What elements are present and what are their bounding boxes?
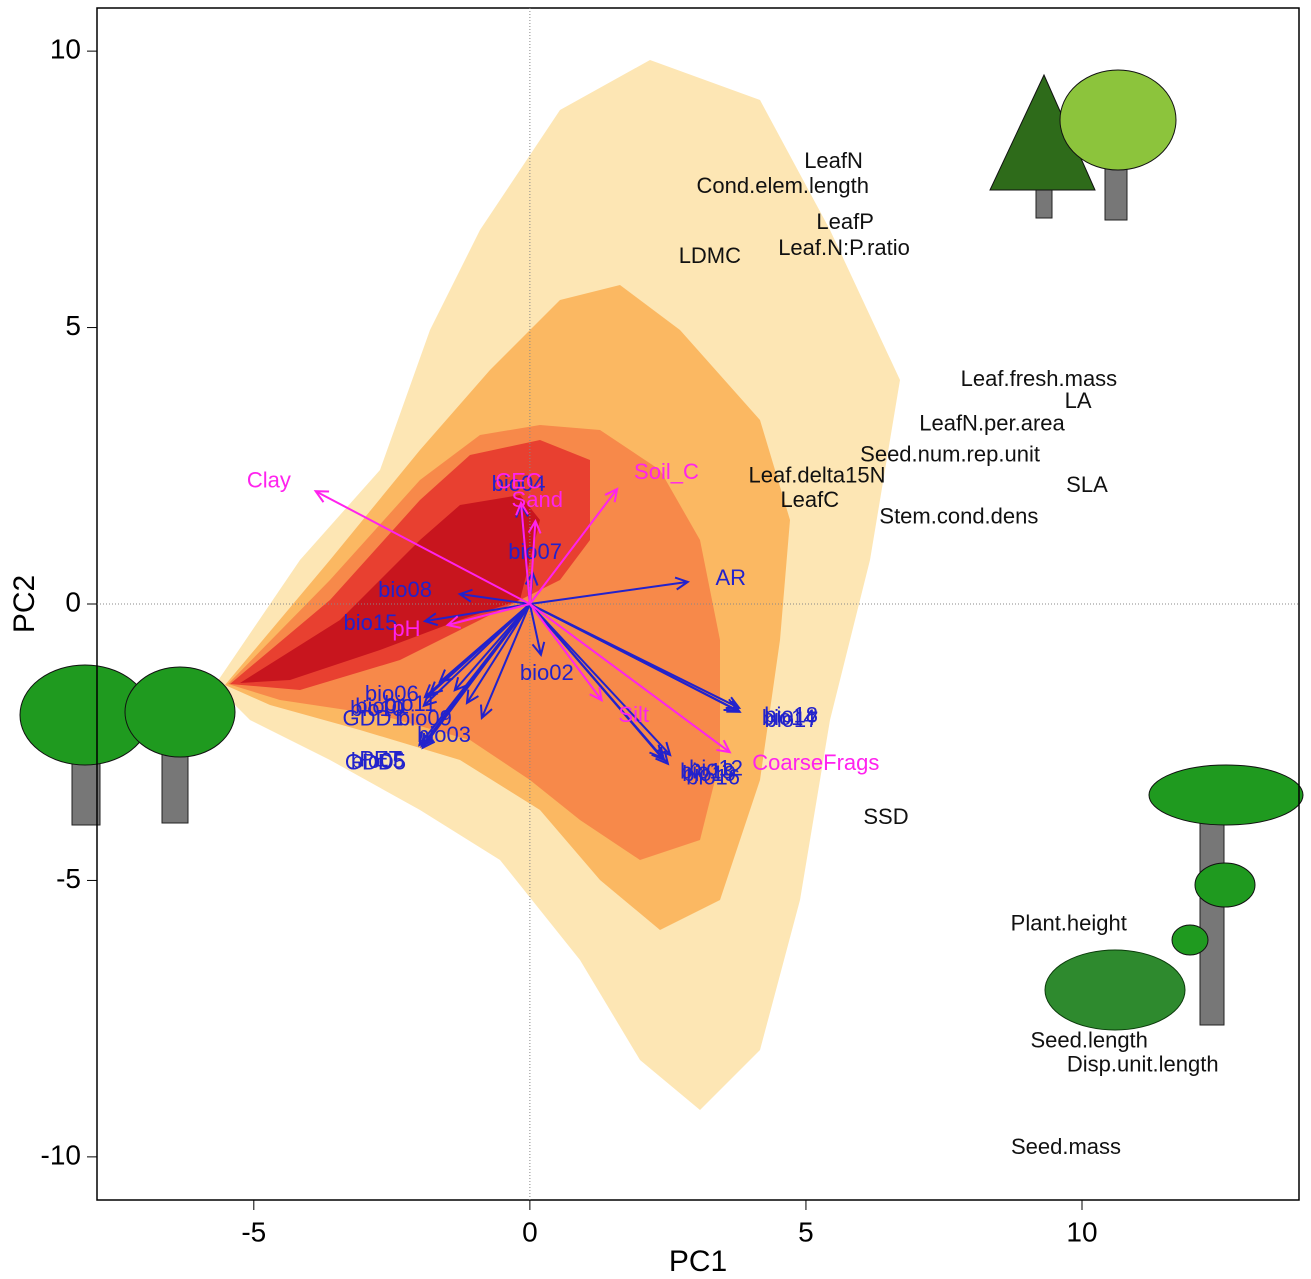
trait-label: Seed.mass xyxy=(1011,1134,1121,1159)
trait-label: Cond.elem.length xyxy=(697,173,869,198)
density-cloud xyxy=(215,60,900,1110)
trait-label: SSD xyxy=(863,804,908,829)
vector-label: bio13 xyxy=(680,759,734,784)
crown xyxy=(1149,765,1303,825)
trait-label: LeafN xyxy=(804,148,863,173)
trait-label: LDMC xyxy=(679,243,741,268)
x-tick-label: 0 xyxy=(522,1216,538,1247)
crown xyxy=(1060,70,1176,170)
trait-label: LeafP xyxy=(816,209,874,234)
y-tick-label: -10 xyxy=(41,1139,81,1170)
vector-label: PET xyxy=(359,747,402,772)
trait-label: Plant.height xyxy=(1011,910,1127,935)
vector-label: AR xyxy=(716,565,747,590)
trait-label: Seed.num.rep.unit xyxy=(860,442,1040,467)
trait-label: Leaf.N:P.ratio xyxy=(778,235,910,260)
vector-label: Sand xyxy=(512,487,563,512)
crown xyxy=(125,667,235,757)
trait-label: Stem.cond.dens xyxy=(879,504,1038,529)
y-tick-label: 10 xyxy=(50,34,81,65)
crown xyxy=(1195,863,1255,907)
vector-label: GDD1 xyxy=(343,705,404,730)
trait-label: Disp.unit.length xyxy=(1067,1051,1219,1076)
vector-label: bio08 xyxy=(378,577,432,602)
vector-label: CoarseFrags xyxy=(752,750,879,775)
trait-label: Seed.length xyxy=(1030,1028,1147,1053)
x-tick-label: -5 xyxy=(241,1216,266,1247)
vector-label: Soil_C xyxy=(634,459,699,484)
vector-label: Silt xyxy=(618,702,649,727)
trait-label: Leaf.fresh.mass xyxy=(961,366,1118,391)
trunk xyxy=(1200,810,1224,1025)
vector-label: bio09 xyxy=(398,706,452,731)
vector-label: pH xyxy=(392,616,420,641)
x-tick-label: 10 xyxy=(1066,1216,1097,1247)
trait-label: LeafN.per.area xyxy=(919,411,1065,436)
chart: PC1 PC2 -50510-10-50510bio04bio07ARbio08… xyxy=(0,0,1311,1279)
vector-label: bio07 xyxy=(508,539,562,564)
trait-label: SLA xyxy=(1066,472,1108,497)
y-axis-title: PC2 xyxy=(8,575,41,633)
trait-label: LA xyxy=(1065,388,1092,413)
x-tick-label: 5 xyxy=(798,1216,814,1247)
crown xyxy=(1172,925,1208,955)
trait-label: Leaf.delta15N xyxy=(748,463,885,488)
trait-label: LeafC xyxy=(780,487,839,512)
grass xyxy=(1045,950,1185,1030)
x-axis-title: PC1 xyxy=(669,1245,727,1278)
vector-label: bio02 xyxy=(520,660,574,685)
y-tick-label: -5 xyxy=(56,863,81,894)
y-tick-label: 0 xyxy=(65,586,81,617)
vector-label: bio15 xyxy=(343,610,397,635)
y-tick-label: 5 xyxy=(65,310,81,341)
vector-label: bio14 xyxy=(762,705,816,730)
vector-label: Clay xyxy=(247,468,291,493)
